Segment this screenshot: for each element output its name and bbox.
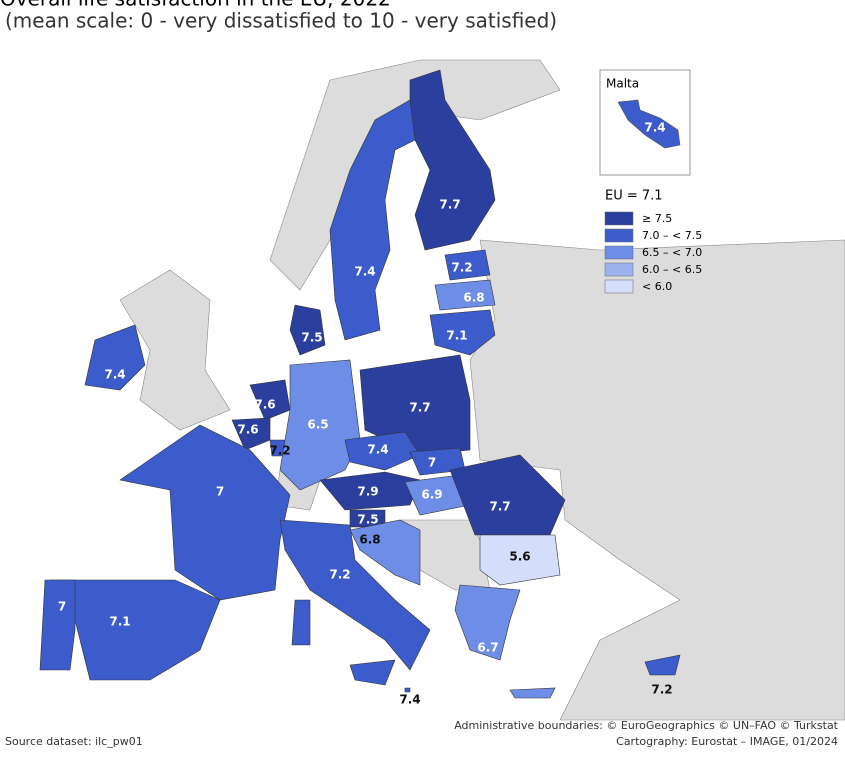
country-value: 7.2 [329,568,350,582]
subtitle: (mean scale: 0 - very dissatisfied to 10… [5,9,557,33]
country [409,69,496,251]
legend-title: EU = 7.1 [605,189,663,204]
country-value: 7.6 [254,398,275,412]
country [289,304,326,356]
country-value: 7.9 [357,485,378,499]
country-value: 7.4 [104,368,125,382]
country-value: 7.2 [451,261,472,275]
country [429,309,496,356]
legend-label: < 6.0 [642,280,672,293]
country [344,431,421,471]
country [349,519,421,586]
country-value: 7.1 [109,615,130,629]
country-value: 6.8 [359,533,380,547]
source: Source dataset: ilc_pw01 [5,735,143,748]
malta-inset [617,99,681,149]
title: Overall life satisfaction in the EU, 202… [0,0,391,11]
country-value: 7 [216,485,224,499]
country [644,654,681,676]
country [39,579,76,671]
legend-label: 6.5 – < 7.0 [642,246,702,259]
country-value: 7.7 [439,198,460,212]
country-value: 7.7 [409,401,430,415]
country-value: 7.5 [357,513,378,527]
malta-inset-value: 7.4 [644,121,665,135]
boundaries: Administrative boundaries: © EuroGeograp… [454,719,838,732]
country [479,534,561,586]
legend-swatch [604,245,634,260]
legend-swatch [604,228,634,243]
country-value: 6.9 [421,488,442,502]
country-value: 7.4 [354,265,375,279]
country-value: 7.6 [237,423,258,437]
country [449,454,566,536]
legend-swatch [604,211,634,226]
country-value: 6.8 [463,291,484,305]
country-value: 7 [428,456,436,470]
country-value: 6.5 [307,418,328,432]
country-value: 7.7 [489,500,510,514]
country-value: 7.4 [367,443,388,457]
legend-swatch [604,262,634,277]
country [434,279,496,311]
legend-label: ≥ 7.5 [642,212,672,225]
country [279,359,361,491]
country-value: 7.4 [399,693,420,707]
country-value: 7.5 [301,331,322,345]
country [279,519,431,686]
cartography: Cartography: Eurostat – IMAGE, 01/2024 [616,735,838,748]
country-value: 7.2 [269,444,290,458]
country [404,687,411,693]
country-value: 5.6 [509,550,530,564]
country-value: 7.2 [651,683,672,697]
country-value: 6.7 [477,641,498,655]
country [329,99,416,341]
inset-label: Malta [606,77,639,91]
legend-label: 7.0 – < 7.5 [642,229,702,242]
country [84,324,146,391]
country [359,354,471,456]
country-value: 7 [58,600,66,614]
legend-label: 6.0 – < 6.5 [642,263,702,276]
country [454,584,556,699]
legend-swatch [604,279,634,294]
country [49,579,221,681]
country-value: 7.1 [446,329,467,343]
country [444,249,491,281]
country [119,424,291,601]
